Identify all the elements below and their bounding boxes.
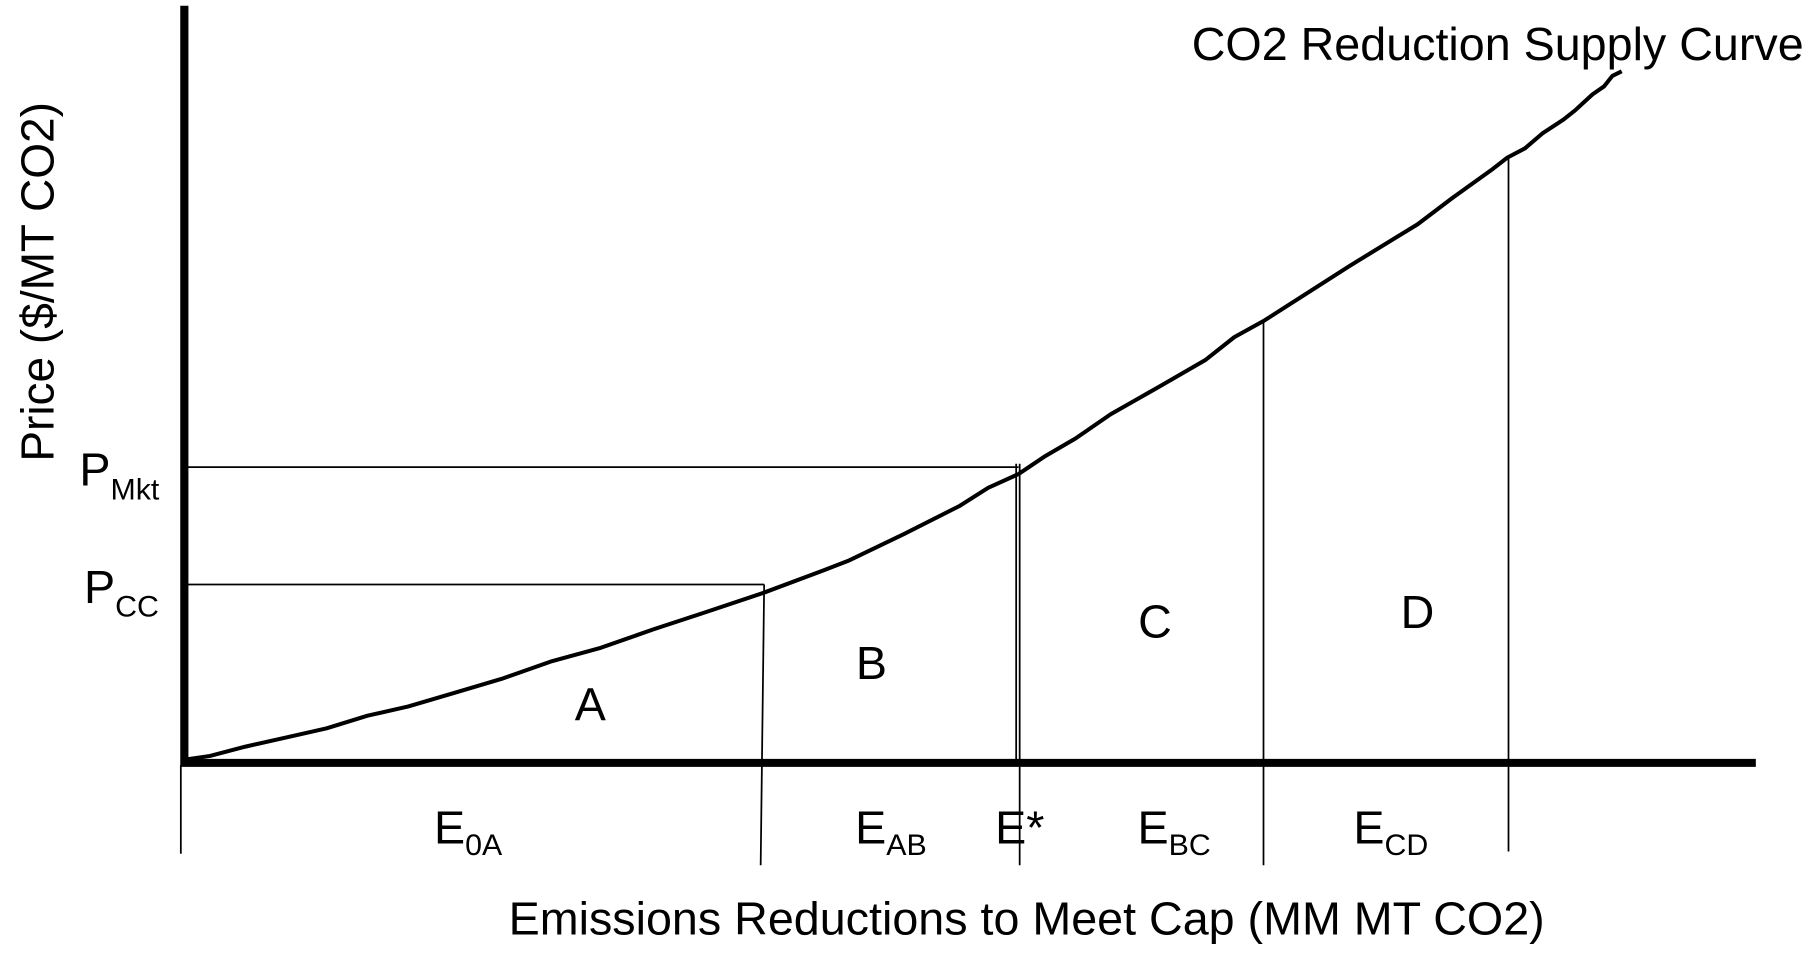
emission-label: ECD bbox=[1353, 802, 1428, 862]
price-base: P bbox=[79, 444, 110, 496]
emission-sub: AB bbox=[886, 829, 926, 862]
emission-sub: CD bbox=[1384, 829, 1428, 862]
x-axis-label: Emissions Reductions to Meet Cap (MM MT … bbox=[509, 893, 1545, 945]
emission-base: E bbox=[855, 802, 886, 854]
title: CO2 Reduction Supply Curve bbox=[1192, 18, 1804, 70]
region-label: A bbox=[575, 679, 606, 731]
price-label: PCC bbox=[84, 561, 159, 623]
price-base: P bbox=[84, 561, 115, 613]
emission-label: EBC bbox=[1138, 802, 1211, 862]
lines bbox=[179, 5, 1756, 866]
emission-base: E* bbox=[995, 802, 1044, 854]
supply-curve bbox=[186, 69, 1623, 762]
y-axis-label: Price ($/MT CO2) bbox=[11, 102, 63, 462]
emission-label: EAB bbox=[855, 802, 927, 862]
price-label: PMkt bbox=[79, 444, 160, 506]
emission-label: E0A bbox=[434, 802, 503, 862]
emission-label: E* bbox=[995, 802, 1044, 854]
emission-base: E bbox=[1138, 802, 1169, 854]
emission-base: E bbox=[434, 802, 465, 854]
region-label: D bbox=[1401, 587, 1435, 639]
region-label: C bbox=[1138, 596, 1172, 648]
divider bbox=[759, 584, 766, 866]
price-sub: CC bbox=[115, 591, 159, 624]
region-label: B bbox=[856, 637, 887, 689]
emission-sub: 0A bbox=[465, 829, 503, 862]
price-sub: Mkt bbox=[110, 474, 159, 507]
emission-sub: BC bbox=[1169, 829, 1211, 862]
emission-base: E bbox=[1353, 802, 1384, 854]
